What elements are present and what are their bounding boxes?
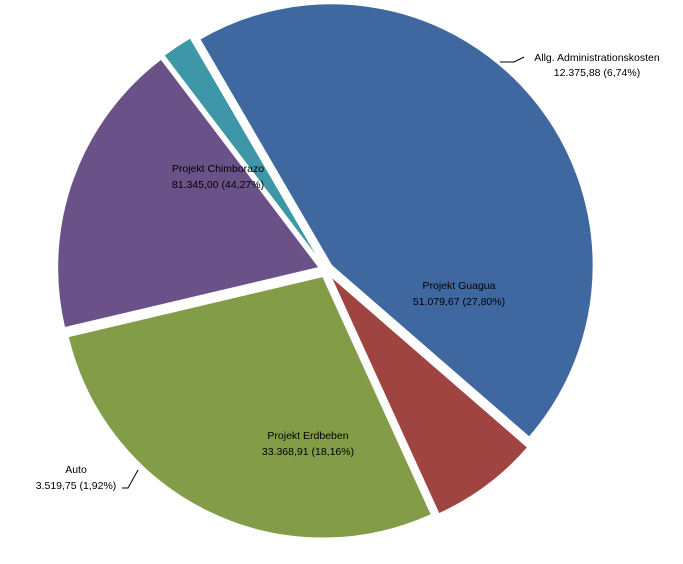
label-erdbeben: Projekt Erdbeben 33.368,91 (18,16%) <box>262 430 354 458</box>
leader-line-administration <box>500 56 525 63</box>
slice-administration <box>329 275 530 516</box>
label-auto: Auto 3.519,75 (1,92%) <box>36 464 117 492</box>
leader-line-auto <box>122 469 139 489</box>
label-auto-name: Auto <box>65 464 87 476</box>
label-administration-name: Allg. Administrationskosten <box>534 52 660 64</box>
leader-lines <box>122 56 525 489</box>
label-guagua-name: Projekt Guagua <box>423 280 496 292</box>
label-auto-value: 3.519,75 (1,92%) <box>36 480 117 492</box>
slice-chimborazo <box>198 2 595 439</box>
label-administration-value: 12.375,88 (6,74%) <box>554 67 640 79</box>
slice-auto <box>162 36 323 265</box>
label-guagua: Projekt Guagua 51.079,67 (27,80%) <box>413 280 505 308</box>
label-administration: Allg. Administrationskosten 12.375,88 (6… <box>534 52 660 79</box>
label-guagua-value: 51.079,67 (27,80%) <box>413 296 505 308</box>
label-erdbeben-name: Projekt Erdbeben <box>267 430 348 442</box>
pie-slices <box>56 2 595 539</box>
label-chimborazo-name: Projekt Chimborazo <box>172 163 264 175</box>
label-chimborazo: Projekt Chimborazo 81.345,00 (44,27%) <box>172 163 264 191</box>
slice-guagua <box>67 275 433 539</box>
slice-erdbeben <box>56 57 321 329</box>
label-erdbeben-value: 33.368,91 (18,16%) <box>262 446 354 458</box>
label-chimborazo-value: 81.345,00 (44,27%) <box>172 179 264 191</box>
